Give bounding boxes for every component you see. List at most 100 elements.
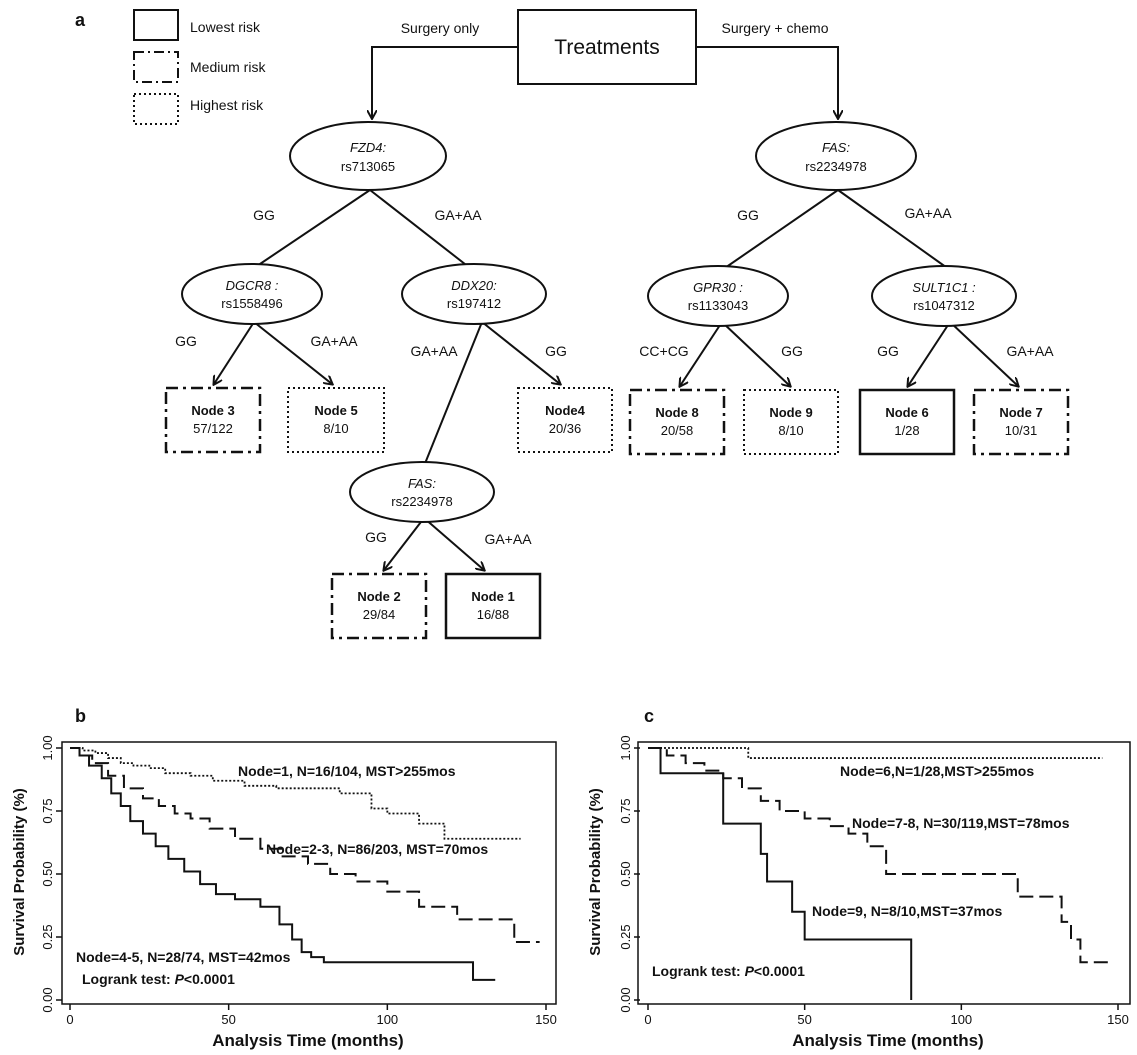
y-tick-label-c-2: 0.50 <box>618 861 633 886</box>
snp-fas-right: rs2234978 <box>805 159 866 174</box>
gene-fas-right: FAS: <box>822 140 850 155</box>
edge-label-dgcr8-gaaa: GG <box>175 333 197 349</box>
node-2-name: Node 2 <box>357 589 400 604</box>
snp-fzd4: rs713065 <box>341 159 395 174</box>
curves-c <box>648 747 1109 1000</box>
node-8: Node 8 20/58 <box>628 388 726 456</box>
legend-label-highest: Highest risk <box>190 97 264 113</box>
y-tick-label-c-4: 1.00 <box>618 735 633 760</box>
edge-gpr30-node9 <box>721 321 790 386</box>
series-label-b-2: Node=2-3, N=86/203, MST=70mos <box>266 841 488 857</box>
y-tick-label-b-4: 1.00 <box>40 735 55 760</box>
node-1-value: 16/88 <box>477 607 510 622</box>
y-axis-title-b: Survival Probability (%) <box>11 788 28 956</box>
node-4-box <box>517 387 613 453</box>
gene-fzd4: FZD4: <box>350 140 387 155</box>
snp-ddx20: rs197412 <box>447 296 501 311</box>
panel-b-letter: b <box>75 706 86 726</box>
gene-dgcr8: DGCR8 : <box>226 278 279 293</box>
edge-gpr30-node8 <box>680 321 723 386</box>
y-tick-label-b-3: 0.75 <box>40 798 55 823</box>
edge-label-fzd4-gg: GG <box>253 207 275 223</box>
edge-label-fas-gg: GG <box>737 207 759 223</box>
node-8-name: Node 8 <box>655 405 698 420</box>
snp-fas-left: rs2234978 <box>391 494 452 509</box>
gene-fas-left: FAS: <box>408 476 436 491</box>
y-tick-label-c-3: 0.75 <box>618 798 633 823</box>
node-2-value: 29/84 <box>363 607 396 622</box>
series-label-c-1: Node=6,N=1/28,MST>255mos <box>840 763 1034 779</box>
survival-curve-c-1 <box>648 747 1103 759</box>
x-tick-label-c-1: 50 <box>797 1012 811 1027</box>
y-axis-title-c: Survival Probability (%) <box>587 788 604 956</box>
edge-fas2-node2 <box>384 517 425 570</box>
logrank-b-value: <0.0001 <box>184 971 235 987</box>
edge-label-fas2-gg: GG <box>365 529 387 545</box>
ellipse-dgcr8 <box>181 263 323 325</box>
logrank-b-label: Logrank test: <box>82 971 175 987</box>
edge-dgcr8-node3 <box>214 321 255 384</box>
node-5: Node 5 8/10 <box>287 387 385 453</box>
x-tick-label-c-2: 100 <box>950 1012 972 1027</box>
edge-label-dgcr8-gg: GA+AA <box>310 333 358 349</box>
gene-sult1c1: SULT1C1 : <box>912 280 976 295</box>
node-3-value: 57/122 <box>193 421 233 436</box>
node-3-box <box>164 386 262 454</box>
logrank-c-value: <0.0001 <box>754 963 805 979</box>
edge-label-sult1c1-gaaa: GA+AA <box>1006 343 1054 359</box>
x-tick-label-b-3: 150 <box>535 1012 557 1027</box>
node-9: Node 9 8/10 <box>743 389 839 455</box>
node-1: Node 1 16/88 <box>444 572 542 640</box>
axis-ticks-c: 0 50 100 150 0.00 0.25 0.50 0.75 1.00 <box>618 735 1129 1027</box>
edge-label-gpr30-cccg: CC+CG <box>639 343 688 359</box>
node-9-name: Node 9 <box>769 405 812 420</box>
survival-curve-c-2 <box>648 747 1109 964</box>
x-tick-label-c-0: 0 <box>644 1012 651 1027</box>
edge-fzd4-dgcr8 <box>253 189 371 269</box>
ellipse-fzd4 <box>289 121 447 191</box>
node-7-box <box>972 388 1070 456</box>
ellipse-fas-left <box>349 461 495 523</box>
edge-ddx20-node4 <box>481 321 560 384</box>
legend-swatch-highest <box>133 93 179 125</box>
x-axis-title-b: Analysis Time (months) <box>212 1031 403 1050</box>
legend-label-lowest: Lowest risk <box>190 19 261 35</box>
split-sult1c1: SULT1C1 : rs1047312 <box>871 265 1017 327</box>
edge-sult1c1-node7 <box>949 321 1018 386</box>
node-8-box <box>628 388 726 456</box>
edge-fas2-node1 <box>423 517 484 570</box>
x-tick-label-b-0: 0 <box>66 1012 73 1027</box>
edge-root-right <box>696 46 838 118</box>
node-6: Node 6 1/28 <box>858 388 956 456</box>
node-3: Node 3 57/122 <box>164 386 262 454</box>
logrank-c-label: Logrank test: <box>652 963 745 979</box>
node-8-value: 20/58 <box>661 423 694 438</box>
y-tick-label-b-2: 0.50 <box>40 861 55 886</box>
edge-fas-gpr30 <box>721 189 839 271</box>
node-9-value: 8/10 <box>778 423 803 438</box>
edge-sult1c1-node6 <box>908 321 951 386</box>
root-box <box>517 9 697 85</box>
edge-root-left <box>372 46 518 118</box>
ellipse-ddx20 <box>401 263 547 325</box>
survival-curve-b-1 <box>70 747 521 840</box>
snp-dgcr8: rs1558496 <box>221 296 282 311</box>
y-tick-label-b-0: 0.00 <box>40 987 55 1012</box>
series-label-c-2: Node=7-8, N=30/119,MST=78mos <box>852 815 1070 831</box>
node-6-name: Node 6 <box>885 405 928 420</box>
survival-curve-b-3 <box>70 747 496 981</box>
edge-dgcr8-node5 <box>253 321 332 384</box>
series-label-c-3: Node=9, N=8/10,MST=37mos <box>812 903 1002 919</box>
logrank-c-p: P <box>745 963 755 979</box>
panel-a-letter: a <box>75 10 86 30</box>
node-5-box <box>287 387 385 453</box>
legend-label-medium: Medium risk <box>190 59 266 75</box>
curves-b <box>70 747 540 981</box>
x-tick-label-c-3: 150 <box>1107 1012 1129 1027</box>
edge-label-sult1c1-gg: GG <box>877 343 899 359</box>
edge-label-fzd4-gaaa: GA+AA <box>434 207 482 223</box>
edge-label-fas-gaaa: GA+AA <box>904 205 952 221</box>
node-3-name: Node 3 <box>191 403 234 418</box>
node-5-value: 8/10 <box>323 421 348 436</box>
node-7: Node 7 10/31 <box>972 388 1070 456</box>
